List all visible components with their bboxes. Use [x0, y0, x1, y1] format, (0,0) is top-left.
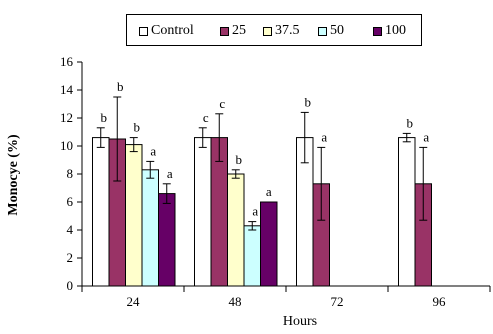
- bar: [260, 201, 278, 287]
- legend-swatch: [318, 26, 327, 36]
- significance-letter: a: [150, 143, 156, 158]
- y-tick-label: 14: [60, 82, 74, 97]
- chart-legend: Control 25 37.5 50 100: [126, 14, 422, 46]
- bar: [125, 144, 143, 287]
- legend-label: 50: [330, 23, 344, 38]
- legend-item: 50: [318, 23, 344, 39]
- significance-letter: b: [407, 115, 414, 130]
- y-tick-label: 0: [67, 278, 74, 293]
- bar: [227, 173, 245, 287]
- y-tick-label: 6: [67, 194, 74, 209]
- y-tick-label: 4: [67, 222, 74, 237]
- chart-bars: [92, 137, 432, 287]
- legend-item: 25: [220, 23, 246, 39]
- significance-letter: b: [101, 110, 108, 125]
- bar: [141, 169, 159, 287]
- significance-letter: a: [423, 129, 429, 144]
- bar: [243, 225, 261, 287]
- x-tick-label: 48: [229, 294, 242, 309]
- significance-letter: a: [321, 129, 327, 144]
- bar: [398, 137, 416, 287]
- x-tick-label: 96: [433, 294, 447, 309]
- significance-letter: b: [236, 152, 243, 167]
- x-tick-label: 24: [127, 294, 141, 309]
- significance-letter: c: [203, 110, 209, 125]
- legend-item: 37.5: [263, 23, 300, 39]
- x-tick-label: 72: [331, 294, 344, 309]
- significance-letter: b: [117, 79, 124, 94]
- significance-letter: a: [266, 184, 272, 199]
- legend-swatch: [139, 26, 148, 36]
- x-axis-label: Hours: [282, 314, 318, 329]
- legend-swatch: [373, 26, 382, 36]
- legend-label: 100: [385, 23, 406, 38]
- legend-swatch: [263, 26, 272, 36]
- y-tick-label: 10: [60, 138, 73, 153]
- significance-letter: b: [134, 120, 141, 135]
- chart-error-bars: [96, 96, 428, 231]
- y-axis-label: Monocye (%): [6, 134, 21, 216]
- legend-label: 37.5: [275, 23, 300, 38]
- bar: [158, 193, 176, 287]
- bar: [194, 137, 212, 287]
- legend-label: 25: [232, 23, 246, 38]
- y-tick-label: 2: [67, 250, 74, 265]
- significance-letter: b: [305, 94, 312, 109]
- significance-letter: c: [219, 96, 225, 111]
- y-tick-label: 12: [60, 110, 73, 125]
- y-tick-label: 8: [67, 166, 74, 181]
- bar: [92, 137, 110, 287]
- significance-letter: a: [167, 166, 173, 181]
- legend-swatch: [220, 26, 229, 36]
- legend-item: Control: [139, 23, 194, 39]
- legend-label: Control: [151, 23, 194, 38]
- legend-item: 100: [373, 23, 406, 39]
- y-tick-label: 16: [60, 54, 74, 69]
- significance-letter: a: [252, 204, 258, 219]
